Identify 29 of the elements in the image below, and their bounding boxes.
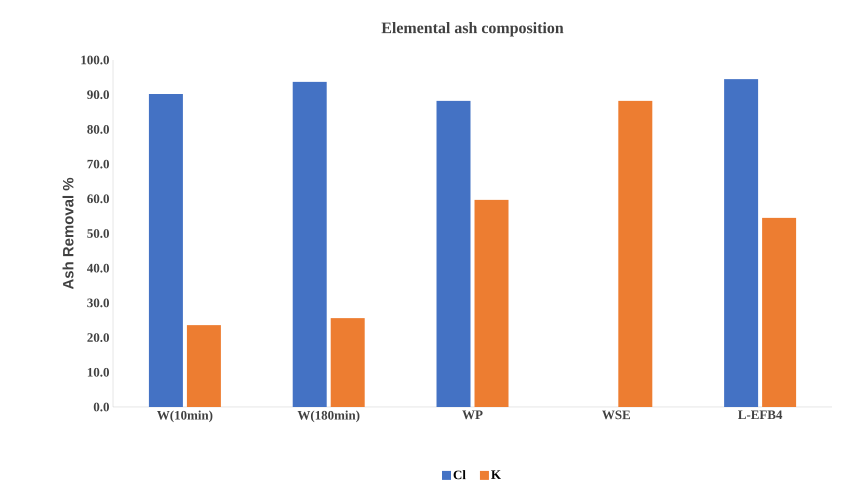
y-axis-title: Ash Removal %	[62, 178, 74, 290]
bar	[436, 100, 471, 407]
x-tick-label: W(10min)	[157, 410, 212, 422]
y-tick-label: 20.0	[87, 333, 109, 342]
bar	[148, 94, 183, 407]
bar	[474, 200, 509, 407]
bar	[618, 100, 652, 407]
y-tick-label: 70.0	[88, 160, 109, 168]
x-tick-label: L-EFB4	[738, 410, 782, 420]
bar	[762, 218, 796, 407]
y-tick-label: 0.0	[94, 402, 109, 412]
y-tick-label: 60.0	[87, 194, 109, 204]
bar	[292, 82, 327, 407]
y-tick-label: 30.0	[87, 298, 109, 308]
x-tick-label: WSE	[602, 410, 630, 420]
y-tick-label: 10.0	[88, 368, 109, 377]
legend-label: K	[491, 470, 501, 479]
y-tick-label: 100.0	[81, 56, 109, 64]
legend-label: Cl	[454, 470, 466, 480]
y-tick-label: 80.0	[87, 124, 109, 134]
x-tick-label: W(180min)	[298, 410, 360, 422]
bar	[330, 318, 365, 407]
bar	[186, 325, 221, 407]
x-tick-label: WP	[462, 410, 483, 420]
y-tick-label: 90.0	[87, 90, 109, 100]
y-tick-label: 50.0	[87, 229, 109, 238]
y-tick-label: 40.0	[86, 264, 109, 273]
bar	[724, 79, 758, 407]
chart-title: Elemental ash composition	[382, 22, 564, 36]
